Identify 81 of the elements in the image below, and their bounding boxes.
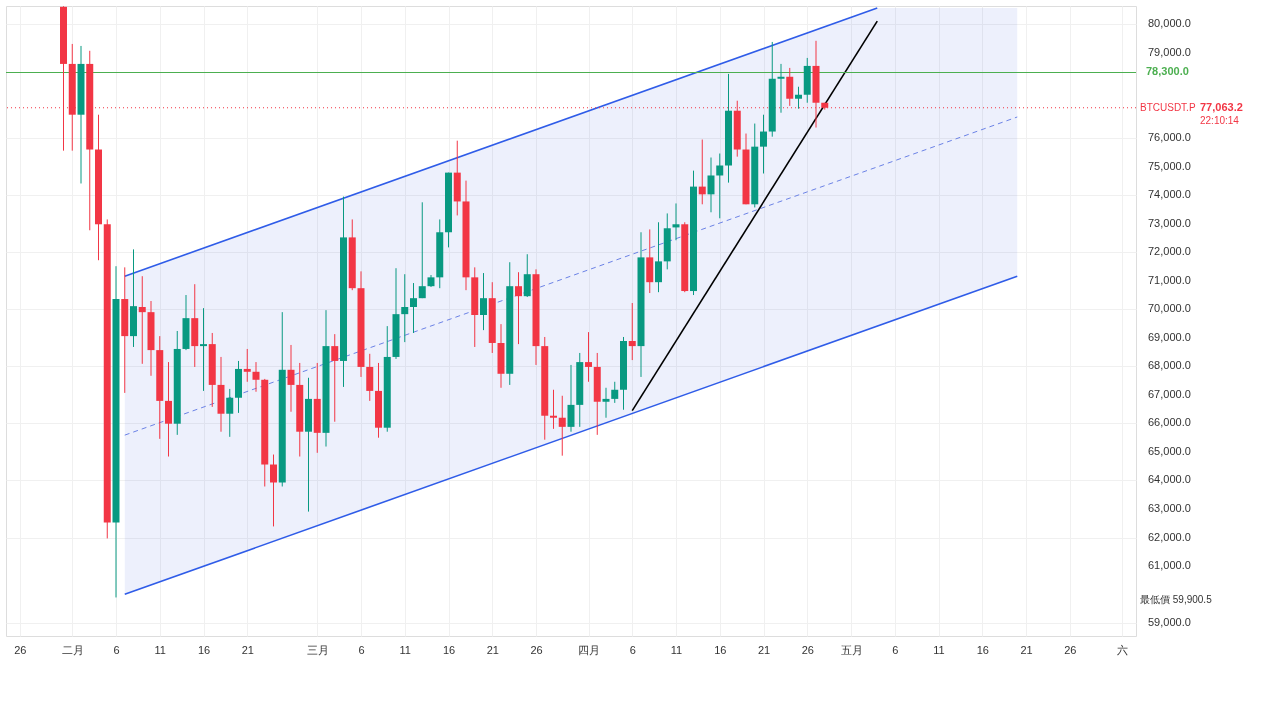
text: BTCUSDT.P xyxy=(1140,101,1196,113)
y-tick-label: 68,000.0 xyxy=(1148,359,1191,372)
candlestick xyxy=(138,275,146,365)
y-tick-label: 79,000.0 xyxy=(1148,45,1191,58)
candlestick xyxy=(567,364,575,433)
candlestick xyxy=(270,454,277,527)
x-tick-label: 21 xyxy=(1020,643,1033,656)
x-tick-label: 6 xyxy=(892,643,899,656)
y-tick-label: 61,000.0 xyxy=(1148,559,1191,572)
candlestick xyxy=(243,348,251,383)
y-tick-label: 67,000.0 xyxy=(1148,387,1191,400)
y-tick-label: 70,000.0 xyxy=(1148,302,1191,315)
y-tick-label: 66,000.0 xyxy=(1148,416,1191,429)
x-tick-label: 五月 xyxy=(840,643,863,656)
candlestick xyxy=(777,63,785,114)
candlestick xyxy=(655,221,662,293)
x-tick-label: 11 xyxy=(933,643,945,656)
candlestick xyxy=(331,333,339,423)
text: 最低價 59,900.5 xyxy=(1140,594,1213,606)
y-tick-label: 73,000.0 xyxy=(1148,216,1191,229)
candlestick xyxy=(366,353,374,402)
x-tick-label: 6 xyxy=(113,643,120,656)
x-tick-label: 二月 xyxy=(61,643,84,656)
x-tick-label: 四月 xyxy=(578,643,600,656)
candlestick xyxy=(480,272,487,331)
candlestick xyxy=(716,153,724,219)
candlestick xyxy=(401,273,409,343)
candlestick xyxy=(558,395,566,457)
candlestick xyxy=(760,114,767,174)
y-tick-label: 72,000.0 xyxy=(1148,245,1191,258)
y-tick-label: 62,000.0 xyxy=(1148,530,1191,543)
y-tick-label: 63,000.0 xyxy=(1148,502,1191,515)
ref-line-label: 78,300.0 xyxy=(1146,65,1189,78)
x-tick-label: 6 xyxy=(358,643,365,656)
y-tick-label: 80,000.0 xyxy=(1148,16,1191,29)
candlestick xyxy=(418,201,426,299)
candlestick xyxy=(165,361,172,458)
candlestick xyxy=(707,157,715,213)
candlestick xyxy=(585,331,592,383)
x-tick-label: 26 xyxy=(1064,643,1077,656)
candlestick xyxy=(628,302,636,361)
candlestick xyxy=(786,67,794,107)
x-tick-label: 16 xyxy=(714,643,727,656)
x-tick-label: 26 xyxy=(530,643,543,656)
y-tick-label: 64,000.0 xyxy=(1148,473,1191,486)
x-tick-label: 11 xyxy=(154,643,166,656)
y-tick-label: 75,000.0 xyxy=(1148,159,1191,172)
candlestick xyxy=(550,389,557,430)
candlestick xyxy=(252,361,260,393)
x-tick-label: 11 xyxy=(670,643,683,656)
candlestick xyxy=(795,86,802,110)
y-tick-label: 69,000.0 xyxy=(1148,330,1191,343)
x-tick-label: 26 xyxy=(14,643,27,656)
x-tick-label: 三月 xyxy=(306,643,329,656)
x-tick-label: 21 xyxy=(757,643,771,656)
x-tick-label: 11 xyxy=(399,643,411,656)
x-tick-label: 16 xyxy=(442,643,456,656)
y-tick-label: 59,000.0 xyxy=(1148,616,1191,629)
y-tick-label: 76,000.0 xyxy=(1148,131,1191,144)
x-tick-label: 16 xyxy=(976,643,989,656)
y-tick-label: 65,000.0 xyxy=(1148,444,1191,457)
candlestick xyxy=(226,388,234,438)
candlestick xyxy=(611,381,619,404)
candlestick xyxy=(287,344,295,413)
y-tick-label: 71,000.0 xyxy=(1148,273,1191,286)
text: 22:10:14 xyxy=(1200,114,1240,126)
candlestick xyxy=(515,271,522,345)
candlestick xyxy=(410,282,417,334)
x-tick-label: 21 xyxy=(241,643,254,656)
ref-line-label: 77,063.2 xyxy=(1200,100,1243,113)
candlestick xyxy=(602,387,610,419)
x-tick-label: 6 xyxy=(629,643,636,656)
x-tick-label: 六 xyxy=(1117,643,1129,656)
candlestick xyxy=(698,139,706,205)
x-tick-label: 21 xyxy=(486,643,499,656)
y-tick-label: 74,000.0 xyxy=(1148,188,1191,201)
x-tick-label: 26 xyxy=(801,643,814,656)
candlestick xyxy=(200,307,207,392)
candlestick xyxy=(672,202,680,241)
candlestick xyxy=(523,253,531,298)
x-tick-label: 16 xyxy=(197,643,211,656)
